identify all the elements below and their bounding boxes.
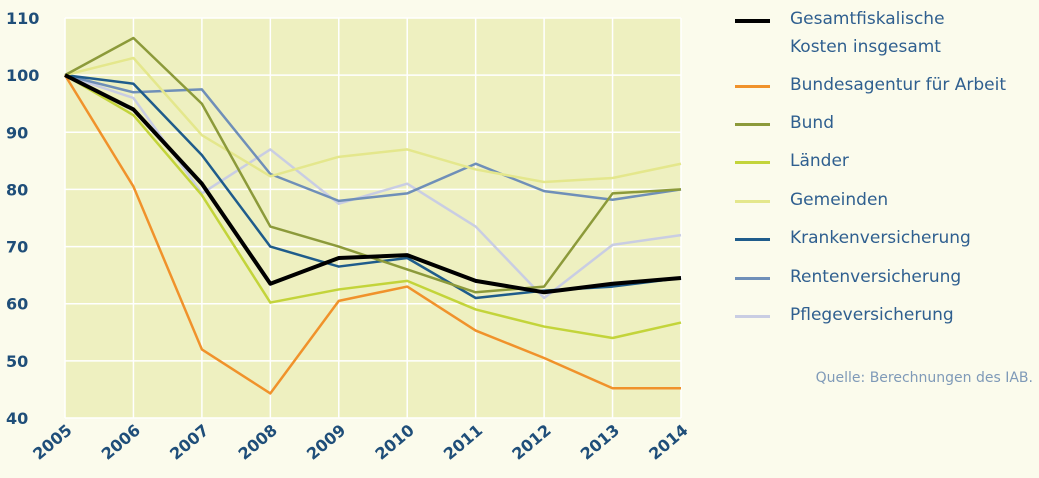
legend-label: Krankenversicherung <box>790 228 971 248</box>
y-tick-label: 60 <box>6 295 28 314</box>
legend-item: Gesamtfiskalische Kosten insgesamt <box>735 8 945 57</box>
x-tick-label: 2008 <box>235 421 281 464</box>
legend-swatch <box>735 200 770 203</box>
legend-item: Rentenversicherung <box>735 266 961 296</box>
x-tick-label: 2007 <box>166 421 212 464</box>
legend-item: Krankenversicherung <box>735 227 971 257</box>
legend-swatch <box>735 238 770 241</box>
x-tick-label: 2010 <box>371 421 417 464</box>
legend-label: Rentenversicherung <box>790 267 962 287</box>
series-line <box>63 74 681 395</box>
legend-swatch <box>735 315 770 318</box>
series-line <box>64 73 682 295</box>
x-tick-label: 2014 <box>645 421 691 464</box>
legend-swatch <box>735 123 770 126</box>
legend-label: Pflegeversicherung <box>790 305 954 325</box>
x-tick-label: 2013 <box>577 421 623 464</box>
y-tick-label: 80 <box>6 180 28 199</box>
legend-item: Pflegeversicherung <box>735 304 954 334</box>
x-tick-label: 2011 <box>440 421 486 464</box>
y-tick-label: 50 <box>6 352 28 371</box>
legend-item: Bund <box>735 112 834 142</box>
source-note: Quelle: Berechnungen des IAB. <box>815 370 1033 386</box>
legend-label: Gesamtfiskalische Kosten insgesamt <box>790 9 945 57</box>
x-tick-label: 2009 <box>303 421 349 464</box>
x-tick-label: 2006 <box>98 421 144 464</box>
x-tick-label: 2005 <box>29 421 75 464</box>
y-tick-label: 100 <box>6 66 39 85</box>
legend-label: Länder <box>790 151 849 171</box>
y-tick-label: 40 <box>6 409 28 428</box>
legend-swatch <box>735 161 770 164</box>
legend-item: Bundesagentur für Arbeit <box>735 74 1006 104</box>
plot-area <box>65 18 681 418</box>
y-tick-label: 70 <box>6 238 28 257</box>
legend-swatch <box>735 277 770 280</box>
legend-label: Bund <box>790 113 835 133</box>
legend-label: Bundesagentur für Arbeit <box>790 75 1007 95</box>
x-tick-label: 2012 <box>508 421 554 464</box>
y-tick-label: 90 <box>6 123 28 142</box>
legend-item: Länder <box>735 150 849 180</box>
legend-swatch <box>735 19 770 23</box>
series-line <box>64 56 682 184</box>
series-line <box>64 73 682 203</box>
legend-label: Gemeinden <box>790 190 889 210</box>
legend-swatch <box>735 85 770 88</box>
y-tick-label: 110 <box>6 9 39 28</box>
legend-item: Gemeinden <box>735 189 888 219</box>
series-line <box>64 74 682 340</box>
